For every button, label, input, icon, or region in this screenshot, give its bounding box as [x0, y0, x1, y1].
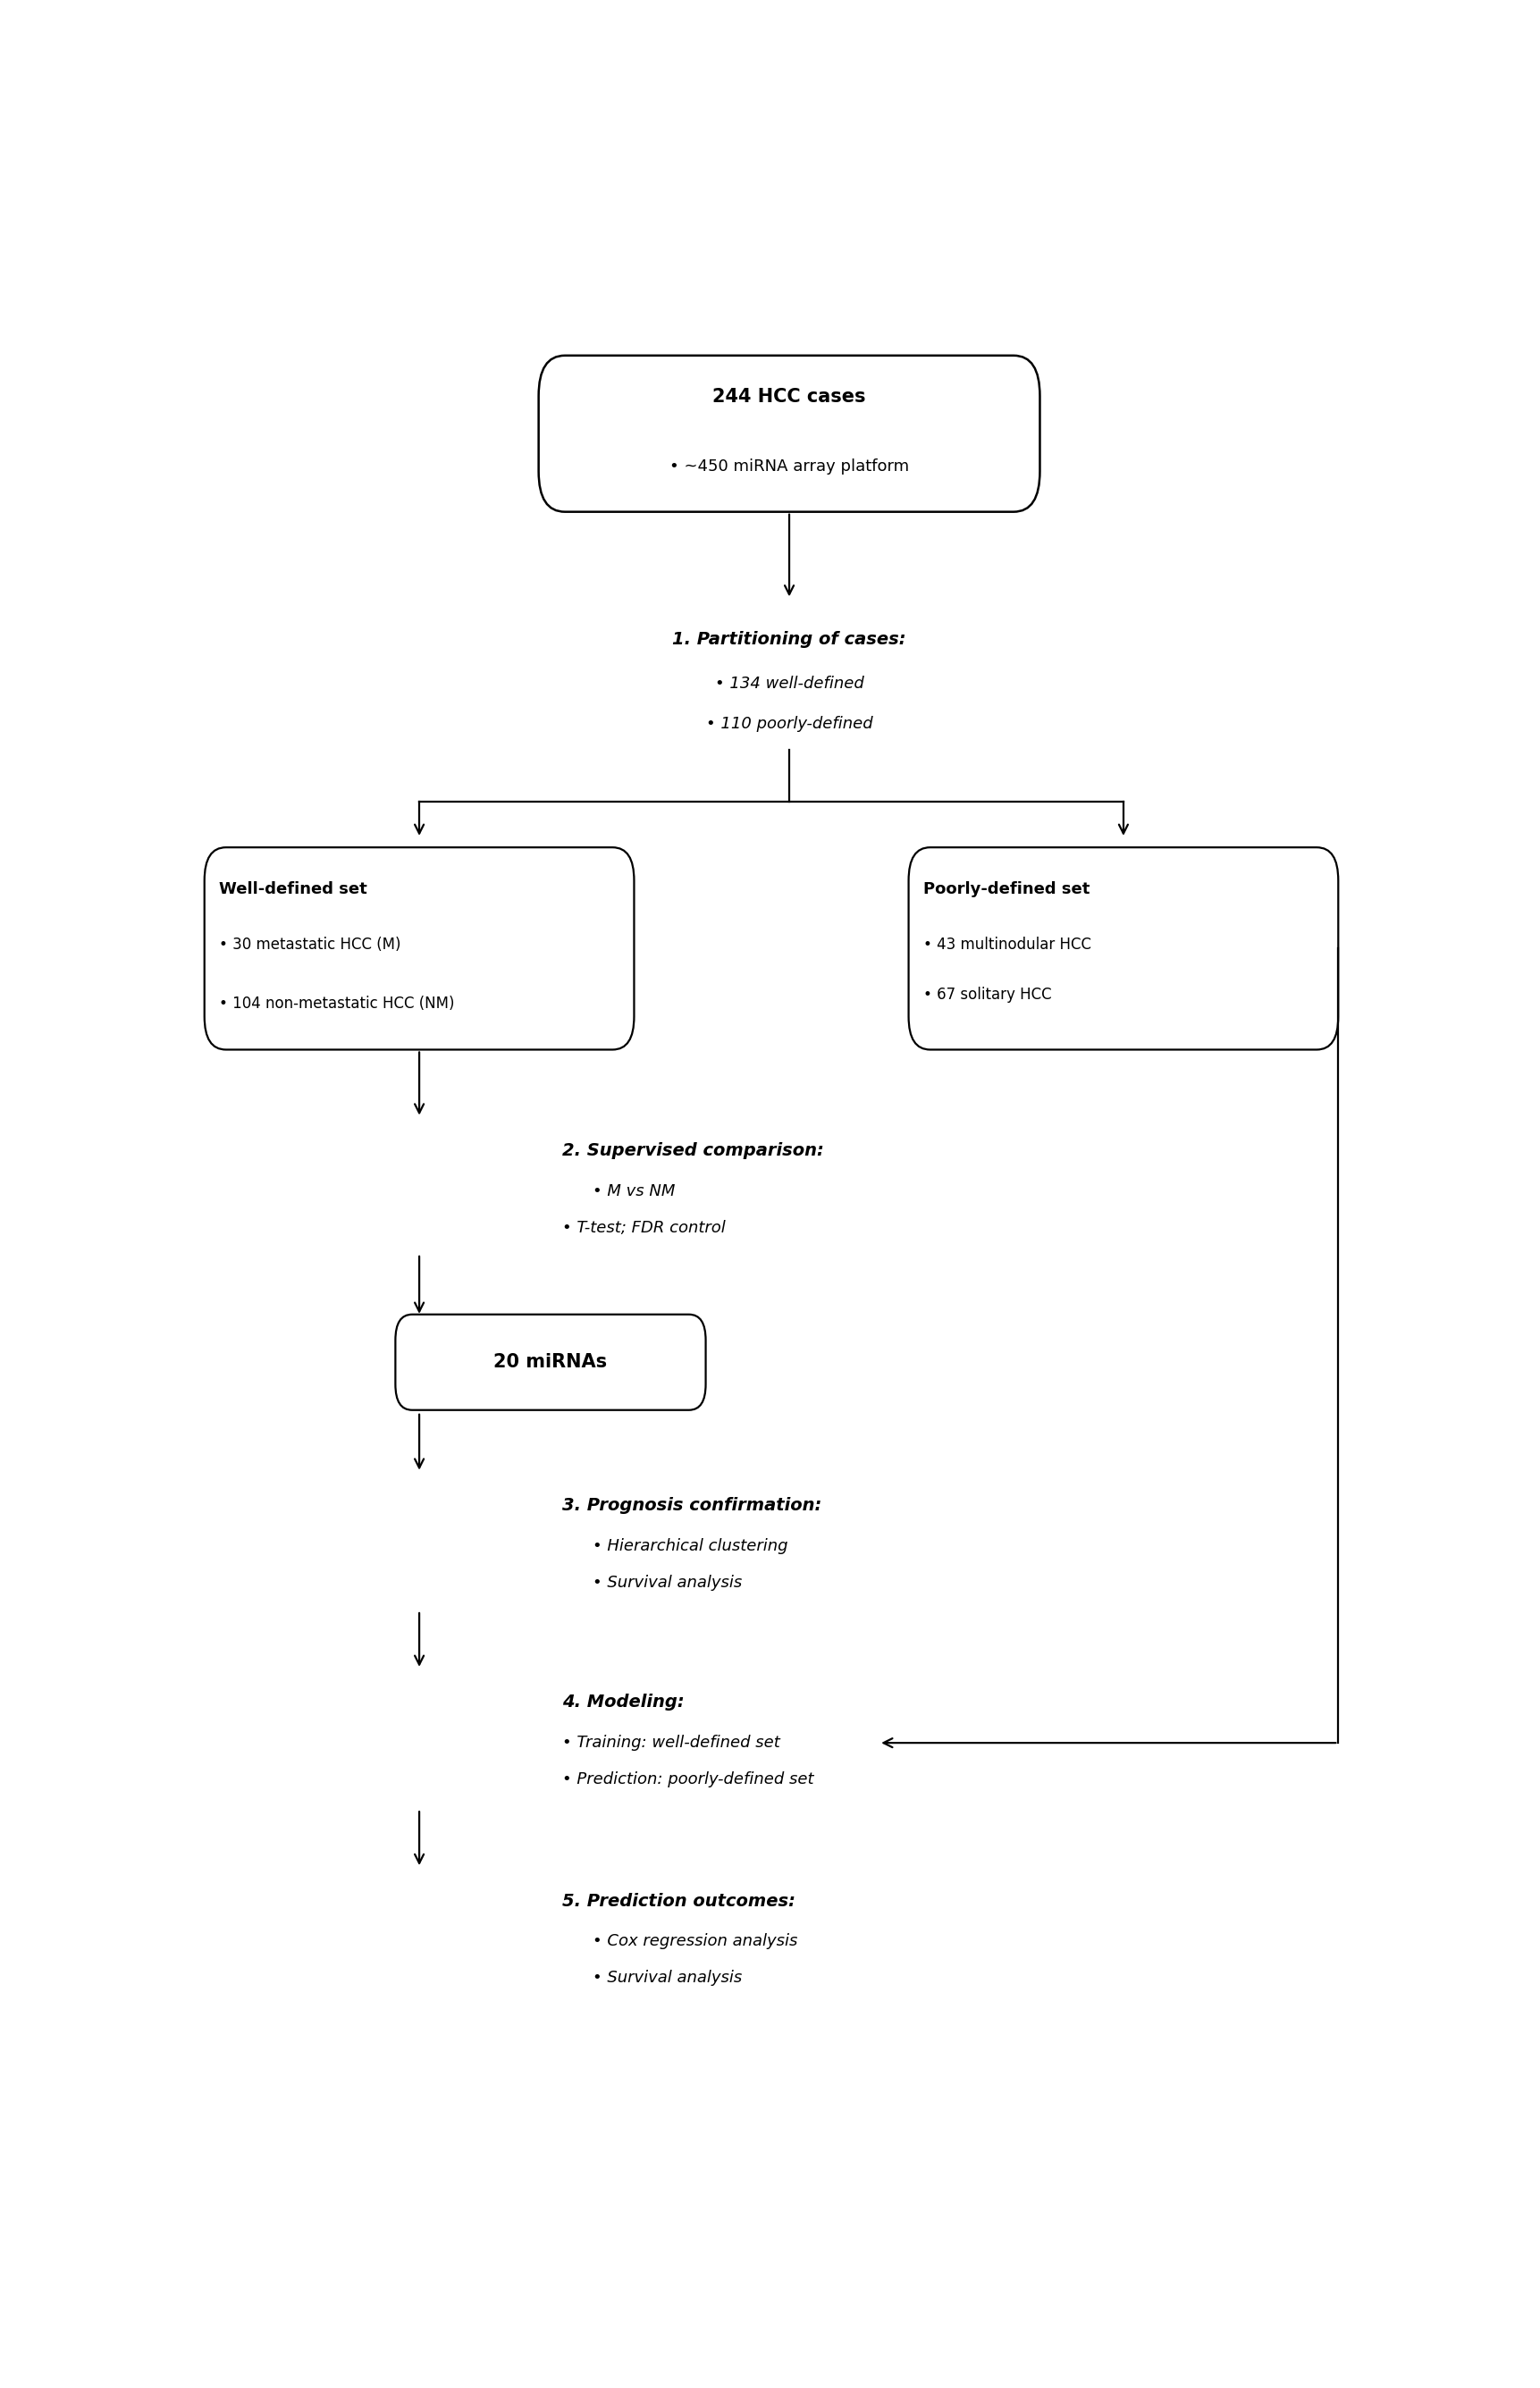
FancyBboxPatch shape — [539, 356, 1040, 511]
Text: • 30 metastatic HCC (M): • 30 metastatic HCC (M) — [219, 936, 400, 953]
Text: • 67 solitary HCC: • 67 solitary HCC — [922, 986, 1052, 1003]
Text: • 104 non-metastatic HCC (NM): • 104 non-metastatic HCC (NM) — [219, 996, 454, 1013]
Text: • ~450 miRNA array platform: • ~450 miRNA array platform — [670, 458, 909, 475]
FancyBboxPatch shape — [909, 848, 1338, 1051]
Text: 5. Prediction outcomes:: 5. Prediction outcomes: — [562, 1894, 796, 1910]
Text: • M vs NM: • M vs NM — [593, 1182, 675, 1199]
Text: • Survival analysis: • Survival analysis — [593, 1574, 742, 1590]
FancyBboxPatch shape — [205, 848, 634, 1051]
Text: • 43 multinodular HCC: • 43 multinodular HCC — [922, 936, 1090, 953]
Text: 3. Prognosis confirmation:: 3. Prognosis confirmation: — [562, 1497, 822, 1514]
Text: 20 miRNAs: 20 miRNAs — [494, 1354, 607, 1371]
Text: • 134 well-defined: • 134 well-defined — [715, 676, 864, 693]
Text: 1. Partitioning of cases:: 1. Partitioning of cases: — [673, 630, 906, 647]
FancyBboxPatch shape — [396, 1313, 705, 1409]
Text: Well-defined set: Well-defined set — [219, 881, 367, 898]
Text: 244 HCC cases: 244 HCC cases — [713, 387, 865, 406]
Text: Poorly-defined set: Poorly-defined set — [922, 881, 1089, 898]
Text: • Cox regression analysis: • Cox regression analysis — [593, 1934, 798, 1949]
Text: 2. Supervised comparison:: 2. Supervised comparison: — [562, 1141, 824, 1158]
Text: • T-test; FDR control: • T-test; FDR control — [562, 1220, 725, 1237]
Text: 4. Modeling:: 4. Modeling: — [562, 1693, 685, 1710]
Text: • 110 poorly-defined: • 110 poorly-defined — [705, 716, 873, 733]
Text: • Survival analysis: • Survival analysis — [593, 1970, 742, 1987]
Text: • Prediction: poorly-defined set: • Prediction: poorly-defined set — [562, 1772, 815, 1789]
Text: • Hierarchical clustering: • Hierarchical clustering — [593, 1538, 787, 1555]
Text: • Training: well-defined set: • Training: well-defined set — [562, 1734, 781, 1750]
